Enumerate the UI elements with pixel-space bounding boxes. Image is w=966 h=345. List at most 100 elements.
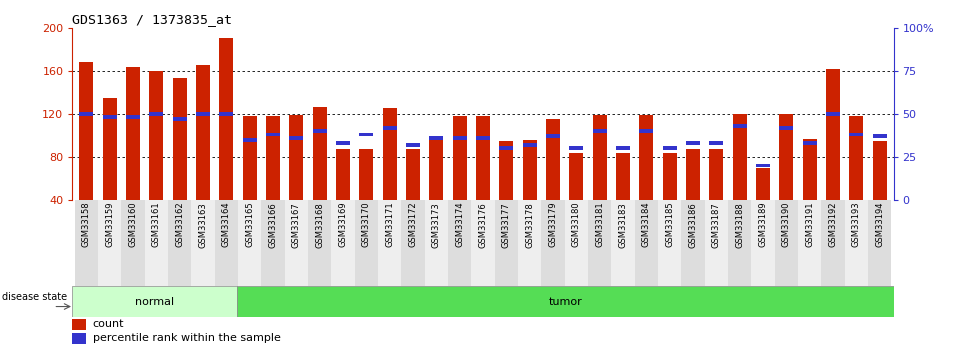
Text: GSM33193: GSM33193 (852, 202, 861, 247)
Text: GSM33174: GSM33174 (455, 202, 465, 247)
Bar (313, 107, 327, 200)
Text: GSM33183: GSM33183 (618, 202, 628, 248)
Text: GDS1363 / 1373835_at: GDS1363 / 1373835_at (72, 13, 233, 27)
Text: GSM33160: GSM33160 (128, 202, 137, 247)
Bar (383, 126, 397, 129)
Bar (663, 147, 676, 150)
Text: GSM33179: GSM33179 (549, 202, 557, 247)
Bar (849, 116, 864, 200)
Bar (867, 200, 892, 286)
Bar (237, 286, 894, 317)
Text: GSM33158: GSM33158 (82, 202, 91, 247)
Bar (196, 65, 210, 200)
Text: GSM33187: GSM33187 (712, 202, 721, 248)
Text: GSM33169: GSM33169 (338, 202, 348, 247)
Bar (495, 200, 518, 286)
Bar (429, 139, 443, 200)
Bar (681, 200, 704, 286)
Bar (732, 114, 747, 200)
Text: GSM33185: GSM33185 (666, 202, 674, 247)
Text: GSM33192: GSM33192 (829, 202, 838, 247)
Bar (406, 149, 420, 200)
Bar (79, 112, 94, 116)
Bar (72, 286, 237, 317)
Bar (616, 152, 630, 200)
Text: GSM33167: GSM33167 (292, 202, 300, 248)
Bar (476, 116, 490, 200)
Bar (262, 200, 285, 286)
Bar (775, 200, 798, 286)
Text: count: count (93, 319, 125, 329)
Bar (476, 136, 490, 140)
Bar (780, 126, 793, 129)
Text: GSM33171: GSM33171 (385, 202, 394, 247)
Bar (803, 139, 816, 200)
Bar (639, 129, 653, 133)
Bar (150, 112, 163, 116)
Text: GSM33163: GSM33163 (199, 202, 208, 248)
Bar (168, 200, 191, 286)
Bar (102, 116, 117, 119)
Bar (658, 200, 681, 286)
Bar (821, 200, 844, 286)
Bar (383, 108, 397, 200)
Bar (150, 71, 163, 200)
Bar (219, 38, 234, 200)
Bar (639, 115, 653, 200)
Bar (635, 200, 658, 286)
Bar (616, 147, 630, 150)
Bar (72, 333, 86, 344)
Text: GSM33166: GSM33166 (269, 202, 277, 248)
Text: GSM33181: GSM33181 (595, 202, 604, 247)
Text: GSM33162: GSM33162 (175, 202, 185, 247)
Text: percentile rank within the sample: percentile rank within the sample (93, 333, 280, 343)
Text: GSM33176: GSM33176 (478, 202, 488, 248)
Bar (122, 200, 145, 286)
Bar (238, 200, 262, 286)
Bar (355, 200, 378, 286)
Text: GSM33170: GSM33170 (362, 202, 371, 247)
Text: GSM33168: GSM33168 (315, 202, 325, 248)
Bar (872, 135, 887, 138)
Bar (849, 133, 864, 136)
Text: GSM33178: GSM33178 (526, 202, 534, 248)
Text: GSM33173: GSM33173 (432, 202, 440, 248)
Text: normal: normal (135, 297, 174, 307)
Text: GSM33180: GSM33180 (572, 202, 581, 247)
Bar (359, 149, 374, 200)
Bar (523, 143, 537, 147)
Bar (499, 141, 513, 200)
Bar (196, 112, 210, 116)
Bar (518, 200, 541, 286)
Text: tumor: tumor (549, 297, 582, 307)
Bar (331, 200, 355, 286)
Bar (336, 141, 350, 145)
Bar (803, 141, 816, 145)
Text: GSM33191: GSM33191 (805, 202, 814, 247)
Bar (453, 116, 467, 200)
Bar (102, 98, 117, 200)
Bar (546, 119, 560, 200)
Bar (378, 200, 401, 286)
Bar (173, 117, 186, 121)
Text: disease state: disease state (2, 292, 67, 302)
Bar (541, 200, 565, 286)
Text: GSM33188: GSM33188 (735, 202, 744, 248)
Bar (471, 200, 495, 286)
Text: GSM33194: GSM33194 (875, 202, 884, 247)
Bar (290, 115, 303, 200)
Bar (569, 152, 583, 200)
Text: GSM33172: GSM33172 (409, 202, 417, 247)
Bar (756, 164, 770, 167)
Bar (453, 136, 467, 140)
Bar (359, 133, 374, 136)
Bar (401, 200, 425, 286)
Bar (74, 200, 99, 286)
Text: GSM33161: GSM33161 (152, 202, 161, 247)
Text: GSM33190: GSM33190 (781, 202, 791, 247)
Bar (844, 200, 867, 286)
Bar (826, 69, 839, 200)
Bar (336, 149, 350, 200)
Text: GSM33165: GSM33165 (245, 202, 254, 247)
Bar (285, 200, 308, 286)
